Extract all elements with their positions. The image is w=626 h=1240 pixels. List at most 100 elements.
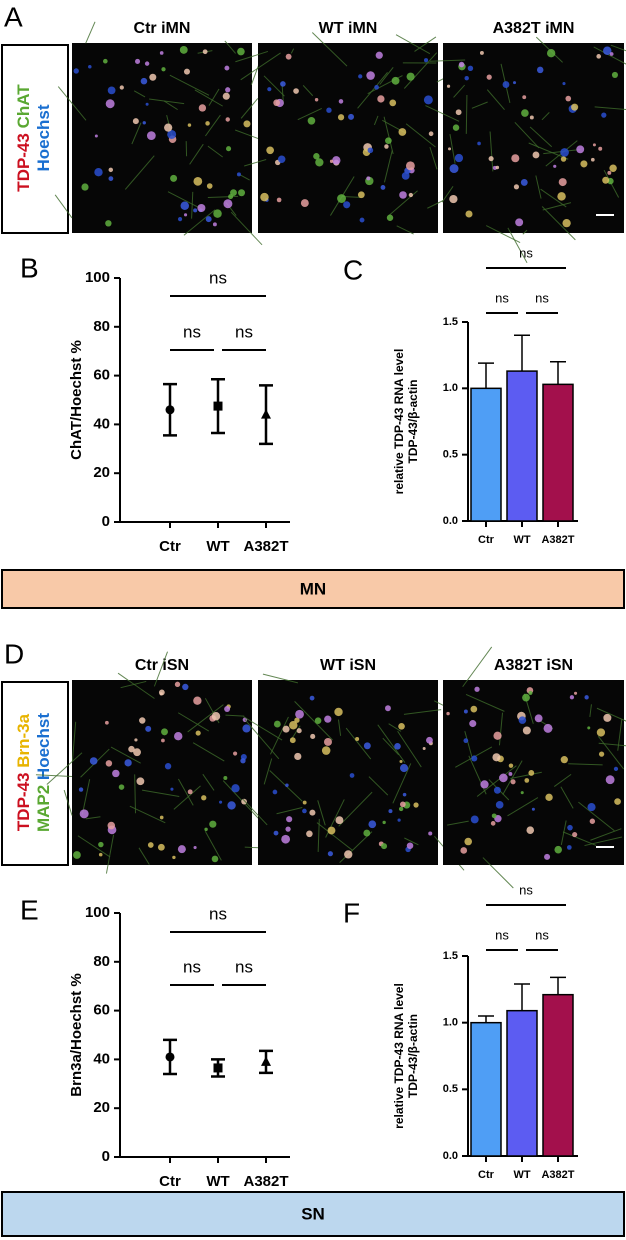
neurite bbox=[383, 150, 393, 183]
cell bbox=[598, 751, 605, 757]
cell bbox=[104, 720, 109, 725]
cell bbox=[493, 731, 502, 740]
neurite bbox=[465, 94, 468, 134]
cell bbox=[508, 763, 514, 768]
cell bbox=[470, 705, 478, 713]
y-tick-label: 0 bbox=[102, 1148, 110, 1165]
neurite bbox=[71, 721, 77, 761]
cell bbox=[313, 153, 320, 160]
cell bbox=[329, 159, 334, 164]
neurite bbox=[541, 111, 550, 121]
cell bbox=[448, 147, 452, 151]
neurite bbox=[77, 835, 111, 858]
channel-label: Hoechst bbox=[34, 104, 53, 171]
neurite bbox=[553, 773, 572, 787]
cell bbox=[289, 737, 296, 744]
cell bbox=[603, 46, 612, 55]
cell bbox=[470, 815, 479, 824]
neurite bbox=[568, 763, 603, 766]
neurite bbox=[243, 716, 283, 741]
neurite bbox=[507, 797, 539, 817]
cell bbox=[161, 738, 165, 743]
neurite bbox=[294, 701, 333, 741]
marker bbox=[213, 1063, 223, 1073]
cell bbox=[98, 841, 104, 848]
cell bbox=[273, 99, 280, 107]
neurite bbox=[225, 714, 245, 717]
cell bbox=[490, 821, 496, 826]
cell bbox=[309, 695, 315, 701]
cell bbox=[103, 58, 108, 64]
cell bbox=[359, 217, 365, 223]
neurite bbox=[449, 134, 456, 164]
cell bbox=[576, 145, 585, 154]
cell bbox=[105, 99, 115, 109]
neurite bbox=[290, 48, 295, 54]
cell bbox=[486, 74, 492, 80]
cell bbox=[388, 809, 393, 814]
cell bbox=[348, 113, 355, 120]
neurite bbox=[541, 206, 576, 241]
cell bbox=[571, 103, 579, 111]
cell bbox=[499, 773, 508, 783]
neurite bbox=[35, 774, 73, 778]
cell bbox=[177, 845, 186, 854]
cell bbox=[195, 730, 201, 736]
neurite bbox=[297, 108, 322, 121]
cell bbox=[226, 146, 232, 152]
cell bbox=[590, 157, 595, 162]
neurite bbox=[610, 44, 626, 52]
channel-label: TDP-43 ChAT bbox=[14, 84, 33, 192]
cell bbox=[285, 783, 289, 788]
comparison-label: ns bbox=[235, 957, 253, 976]
cell bbox=[327, 826, 336, 835]
neurite bbox=[594, 106, 626, 111]
cell bbox=[142, 121, 146, 125]
cell bbox=[223, 199, 233, 209]
comparison-label: ns bbox=[183, 957, 201, 976]
neurite bbox=[522, 229, 528, 235]
cell bbox=[513, 81, 517, 85]
cell bbox=[471, 755, 478, 762]
cell bbox=[187, 123, 192, 127]
neurite bbox=[590, 828, 622, 841]
neurite bbox=[562, 831, 597, 846]
channel-box bbox=[1, 44, 69, 234]
x-tick-label: WT bbox=[206, 538, 229, 555]
cell bbox=[357, 191, 365, 199]
cell bbox=[135, 58, 141, 64]
cell bbox=[293, 88, 299, 94]
cell bbox=[285, 826, 291, 832]
cell bbox=[596, 728, 606, 737]
neurite bbox=[617, 718, 623, 751]
y-tick-label: 1.0 bbox=[443, 1017, 458, 1029]
comparison-label: ns bbox=[209, 904, 227, 923]
neurite bbox=[207, 145, 223, 158]
cell bbox=[309, 809, 316, 816]
neurite bbox=[63, 789, 73, 816]
y-tick-label: 40 bbox=[93, 415, 110, 432]
cell bbox=[324, 715, 332, 723]
neurite bbox=[584, 836, 623, 847]
cell bbox=[422, 746, 426, 750]
cell bbox=[511, 154, 520, 163]
channel-name: Hoechst bbox=[34, 104, 53, 171]
cell bbox=[242, 724, 251, 733]
cell bbox=[580, 160, 588, 168]
cell bbox=[398, 128, 407, 136]
cell bbox=[107, 86, 116, 95]
y-tick-label: 80 bbox=[93, 318, 110, 335]
cell bbox=[553, 164, 557, 168]
neurite bbox=[120, 680, 147, 689]
micrograph bbox=[443, 43, 624, 233]
cell bbox=[280, 81, 286, 87]
micrograph bbox=[258, 680, 438, 865]
column-label: A382T iSN bbox=[494, 657, 573, 674]
cell bbox=[344, 850, 353, 859]
neurite bbox=[403, 52, 438, 89]
comparison-label: ns bbox=[519, 245, 533, 260]
neurite bbox=[482, 857, 514, 889]
cell bbox=[128, 745, 135, 753]
neurite bbox=[124, 155, 155, 190]
cell bbox=[405, 161, 415, 171]
